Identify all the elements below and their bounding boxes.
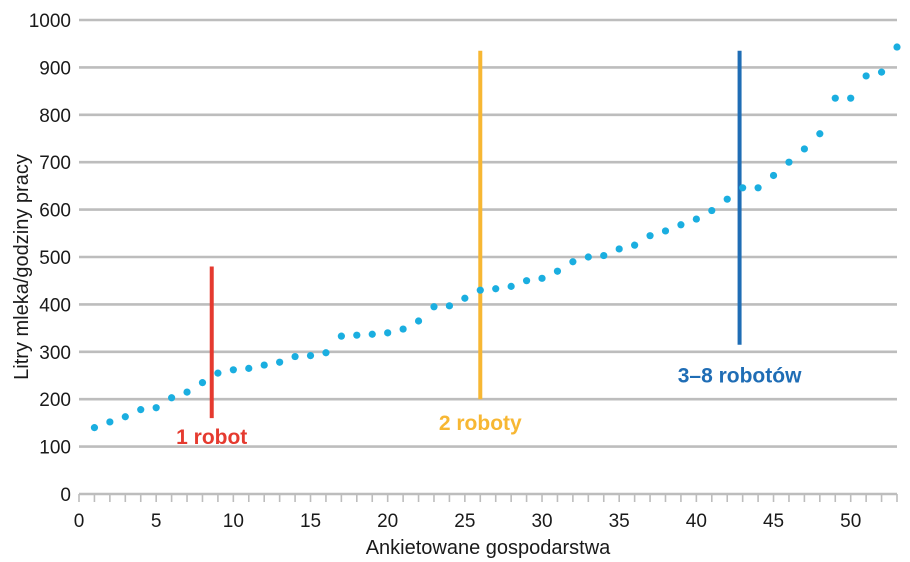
- data-point: [507, 282, 515, 290]
- data-point: [368, 330, 376, 338]
- data-point: [214, 369, 222, 377]
- data-point: [862, 72, 870, 80]
- data-point: [754, 184, 762, 192]
- data-point: [152, 404, 160, 412]
- data-point: [492, 285, 500, 293]
- data-point: [384, 329, 392, 337]
- annotation-layer: [209, 50, 742, 419]
- x-tick-label-35: 35: [609, 511, 630, 532]
- data-point: [430, 303, 438, 311]
- data-point: [769, 171, 778, 180]
- data-point: [615, 245, 623, 253]
- x-tick-label-20: 20: [377, 511, 398, 532]
- x-tick-label-5: 5: [151, 511, 162, 532]
- data-point: [538, 274, 546, 282]
- data-point: [600, 251, 608, 260]
- data-point: [739, 184, 747, 192]
- annotation-label-3: 3–8 robotów: [678, 365, 802, 388]
- y-tick-label-600: 600: [39, 201, 71, 222]
- data-point: [569, 258, 577, 266]
- annotation-label-2: 2 roboty: [439, 412, 522, 435]
- x-tick-label-40: 40: [686, 511, 707, 532]
- data-point: [553, 267, 562, 275]
- data-point: [137, 406, 145, 414]
- x-tick-label-45: 45: [763, 511, 784, 532]
- y-axis-title: Litry mleka/godziny pracy: [11, 154, 33, 380]
- y-tick-label-700: 700: [39, 153, 71, 174]
- data-point: [584, 253, 592, 261]
- data-point: [800, 145, 808, 153]
- data-point: [322, 349, 330, 357]
- y-tick-label-900: 900: [39, 58, 71, 79]
- data-point: [476, 286, 484, 294]
- y-tick-label-800: 800: [39, 106, 71, 127]
- data-point: [661, 227, 670, 235]
- data-point: [414, 317, 423, 325]
- y-tick-label-0: 0: [60, 485, 71, 506]
- data-point: [90, 424, 99, 432]
- x-tick-label-50: 50: [840, 511, 861, 532]
- y-tick-label-400: 400: [39, 295, 71, 316]
- data-point: [337, 332, 345, 340]
- data-point: [631, 241, 639, 249]
- data-point: [522, 277, 531, 285]
- data-point: [121, 413, 129, 421]
- data-point: [831, 94, 839, 102]
- data-point: [245, 364, 253, 372]
- data-point: [692, 215, 700, 223]
- data-point: [353, 331, 361, 339]
- data-point: [445, 302, 454, 310]
- data-point: [276, 358, 284, 366]
- data-point: [893, 43, 901, 51]
- y-tick-label-1000: 1000: [29, 11, 71, 32]
- data-point: [183, 388, 191, 396]
- data-point: [723, 195, 731, 203]
- x-tick-label-10: 10: [223, 511, 244, 532]
- labels-layer: 0 100 200 300 400 500 600 700 800 900 1000 0 5 10 15 20…: [29, 11, 862, 532]
- data-point: [461, 294, 469, 302]
- data-point: [847, 94, 855, 102]
- y-tick-label-300: 300: [39, 343, 71, 364]
- data-point: [306, 351, 315, 360]
- data-point: [168, 394, 176, 402]
- data-point: [877, 68, 886, 76]
- x-tick-label-25: 25: [454, 511, 475, 532]
- data-point: [646, 232, 654, 240]
- data-point: [291, 352, 299, 361]
- grid-layer: [79, 18, 897, 448]
- x-tick-label-30: 30: [531, 511, 552, 532]
- data-point: [198, 379, 207, 387]
- y-tick-label-500: 500: [39, 248, 71, 269]
- data-point: [816, 130, 824, 138]
- data-point: [399, 325, 407, 333]
- y-tick-label-200: 200: [39, 390, 71, 411]
- x-tick-label-0: 0: [74, 511, 85, 532]
- y-tick-label-100: 100: [39, 438, 71, 459]
- data-point: [260, 361, 268, 369]
- data-point: [229, 366, 237, 374]
- annotation-label-1: 1 robot: [176, 426, 247, 449]
- data-point: [106, 418, 114, 426]
- data-point: [785, 158, 793, 166]
- data-point: [708, 206, 716, 215]
- x-tick-label-15: 15: [300, 511, 321, 532]
- points-layer: [90, 43, 901, 432]
- x-axis-title: Ankietowane gospodarstwa: [366, 537, 611, 559]
- data-point: [677, 221, 685, 229]
- axes-layer: [78, 492, 898, 502]
